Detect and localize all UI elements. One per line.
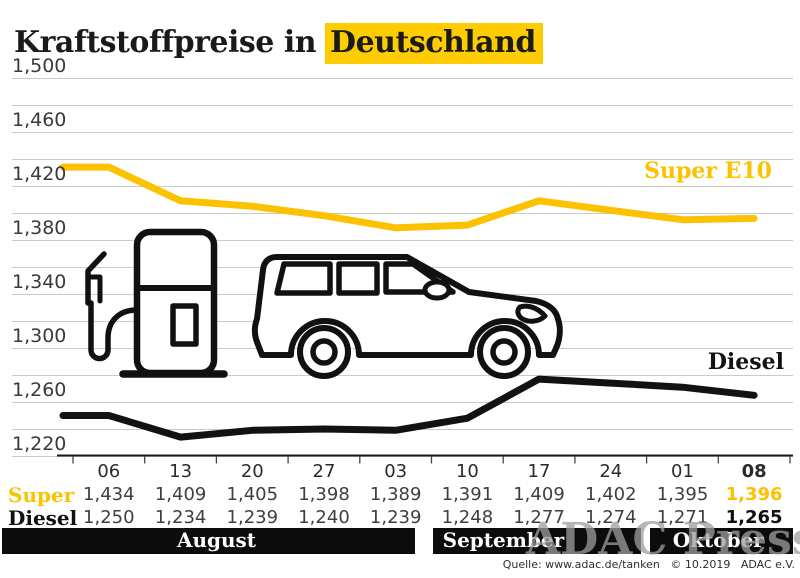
diesel-value-cell: 1,274: [585, 507, 637, 528]
y-gridline: [12, 159, 793, 160]
table-row-label-diesel: Diesel: [8, 506, 78, 530]
date-cell: 08: [741, 461, 767, 482]
month-band-oktober: [650, 528, 793, 554]
title-highlight: Deutschland: [325, 23, 543, 65]
month-label-oktober: Oktober: [672, 528, 764, 552]
month-label-september: September: [442, 528, 565, 552]
diesel-value-cell: 1,271: [656, 507, 709, 528]
chart-lines-and-axis: [57, 163, 793, 464]
super-value-cell: 1,398: [298, 484, 350, 505]
line-series-diesel: [59, 375, 758, 441]
y-axis-label: 1,380: [12, 217, 67, 239]
date-cell: 13: [169, 461, 193, 482]
super-value-cell: 1,409: [154, 484, 207, 505]
diesel-value-cell: 1,277: [513, 507, 565, 528]
table-row-label-super: Super: [8, 483, 75, 507]
y-gridline: [12, 213, 793, 214]
y-gridline: [12, 105, 793, 106]
y-gridline: [12, 78, 793, 79]
super-value-cell: 1,405: [226, 484, 279, 505]
y-axis-label: 1,300: [12, 325, 67, 347]
super-value-cell: 1,396: [725, 484, 783, 505]
diesel-value-cell: 1,248: [441, 507, 494, 528]
y-gridline: [12, 240, 793, 241]
date-cell: 01: [671, 461, 694, 482]
super-value-cell: 1,434: [83, 484, 135, 505]
y-gridline: [12, 186, 793, 187]
y-axis-label: 1,260: [12, 379, 67, 401]
watermark: ADAC Presse: [526, 514, 800, 565]
date-cell: 10: [455, 461, 479, 482]
date-cell: 24: [599, 461, 623, 482]
y-axis-label: 1,220: [12, 433, 67, 455]
diesel-value-cell: 1,265: [725, 507, 783, 528]
date-cell: 27: [312, 461, 336, 482]
series-label-diesel: Diesel: [707, 349, 784, 375]
month-band-september: [433, 528, 641, 554]
diesel-value-cell: 1,250: [83, 507, 135, 528]
diesel-value-cell: 1,234: [154, 507, 207, 528]
super-value-cell: 1,391: [441, 484, 494, 505]
date-cell: 17: [527, 461, 551, 482]
page-title: Kraftstoffpreise in Deutschland: [14, 23, 543, 65]
super-value-cell: 1,402: [585, 484, 637, 505]
month-band-august: [2, 528, 415, 554]
y-axis-label: 1,340: [12, 271, 67, 293]
diesel-value-cell: 1,239: [369, 507, 422, 528]
month-label-august: August: [176, 528, 257, 552]
super-value-cell: 1,389: [369, 484, 422, 505]
series-label-super-e10: Super E10: [644, 158, 772, 184]
date-cell: 03: [384, 461, 408, 482]
y-axis-label: 1,420: [12, 163, 67, 185]
super-value-cell: 1,409: [513, 484, 565, 505]
car-icon: [251, 254, 563, 379]
title-prefix: Kraftstoffpreise in: [14, 25, 317, 61]
y-gridline: [12, 132, 793, 133]
y-gridline: [12, 375, 793, 376]
source-credit: Quelle: www.adac.de/tanken © 10.2019 ADA…: [502, 558, 795, 571]
diesel-value-cell: 1,240: [298, 507, 350, 528]
y-axis-label: 1,500: [12, 55, 67, 77]
super-value-cell: 1,395: [656, 484, 709, 505]
y-gridline: [12, 402, 793, 403]
line-series-super-e10: [59, 163, 758, 232]
date-cell: 06: [97, 461, 121, 482]
diesel-value-cell: 1,239: [226, 507, 279, 528]
date-cell: 20: [240, 461, 264, 482]
y-axis-label: 1,460: [12, 109, 67, 131]
fuel-pump-icon: [85, 228, 228, 378]
